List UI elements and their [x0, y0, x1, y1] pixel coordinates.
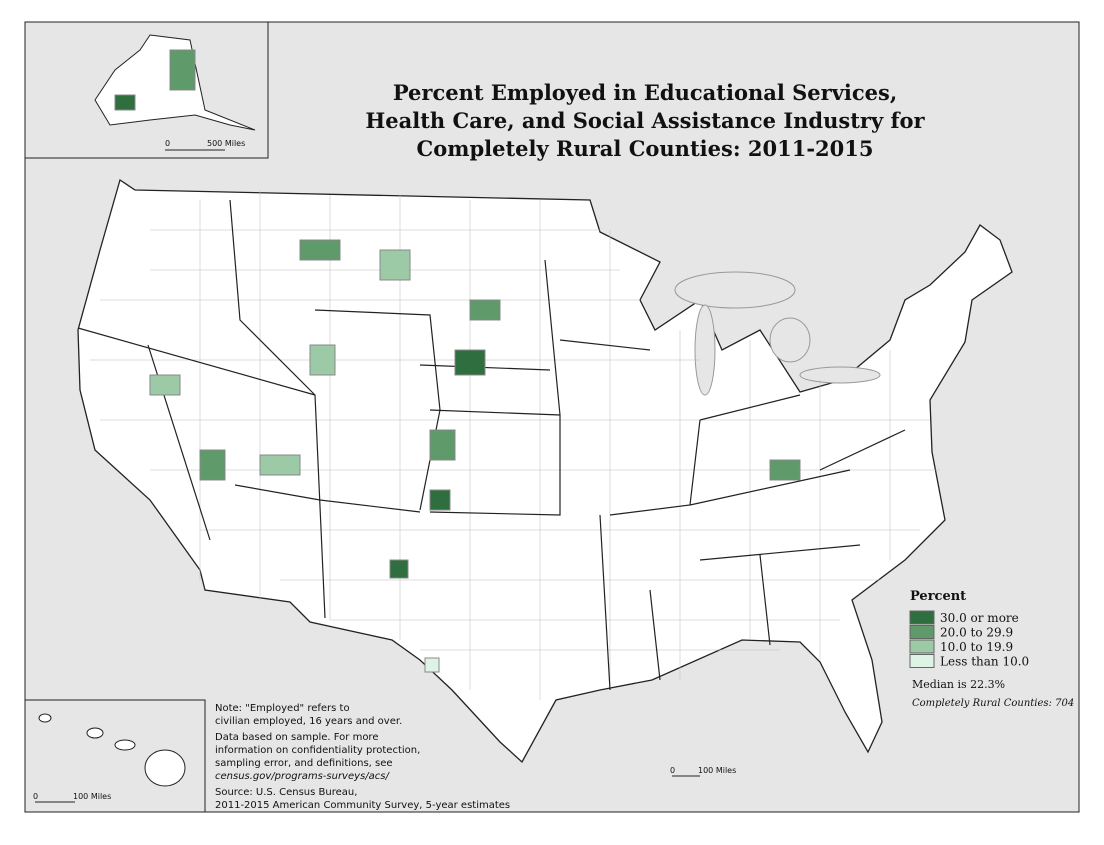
scale-zero: 0	[33, 792, 38, 801]
scale-label: 500 Miles	[207, 139, 245, 148]
notes: Note: "Employed" refers to civilian emplo…	[215, 703, 510, 811]
county-patch	[309, 344, 336, 376]
county-patch	[389, 559, 409, 579]
title-line: Percent Employed in Educational Services…	[393, 80, 897, 105]
title-line: Completely Rural Counties: 2011-2015	[417, 136, 874, 161]
county-patch	[199, 449, 226, 481]
legend-swatch	[909, 625, 935, 639]
county-patch	[379, 249, 411, 281]
median: Median is 22.3%	[912, 678, 1005, 691]
scale-zero: 0	[165, 139, 170, 148]
county-patch	[769, 459, 801, 481]
county-patch	[299, 239, 341, 261]
note-line: 2011-2015 American Community Survey, 5-y…	[215, 800, 510, 811]
legend-label: Less than 10.0	[940, 655, 1029, 669]
us-mainland	[77, 178, 1013, 764]
legend-title: Percent	[910, 589, 966, 604]
legend-swatch	[909, 639, 935, 654]
note-line: Note: "Employed" refers to	[215, 703, 350, 714]
county-patch	[429, 429, 456, 461]
county-patch	[149, 374, 181, 396]
scale-zero: 0	[670, 766, 675, 775]
note-line: civilian employed, 16 years and over.	[215, 716, 402, 727]
note-line: census.gov/programs-surveys/acs/	[215, 771, 390, 782]
county-count: Completely Rural Counties: 704	[912, 698, 1074, 709]
scale-label: 100 Miles	[73, 792, 111, 801]
alaska-inset	[24, 21, 269, 159]
legend-label: 10.0 to 19.9	[940, 640, 1013, 654]
legend-swatch	[909, 654, 935, 668]
note-line: Source: U.S. Census Bureau,	[215, 787, 357, 798]
county-patch	[259, 454, 301, 476]
county-patch	[429, 489, 451, 511]
legend-swatch	[909, 610, 935, 625]
note-line: information on confidentiality protectio…	[215, 745, 420, 756]
title-line: Health Care, and Social Assistance Indus…	[365, 108, 925, 133]
county-patch	[454, 349, 486, 376]
note-line: Data based on sample. For more	[215, 732, 378, 743]
note-line: sampling error, and definitions, see	[215, 758, 393, 769]
scale-label: 100 Miles	[698, 766, 736, 775]
legend-label: 30.0 or more	[940, 611, 1019, 625]
county-patch	[469, 299, 501, 321]
hawaii-inset	[24, 699, 206, 813]
legend-label: 20.0 to 29.9	[940, 626, 1013, 640]
county-patch	[424, 657, 440, 673]
